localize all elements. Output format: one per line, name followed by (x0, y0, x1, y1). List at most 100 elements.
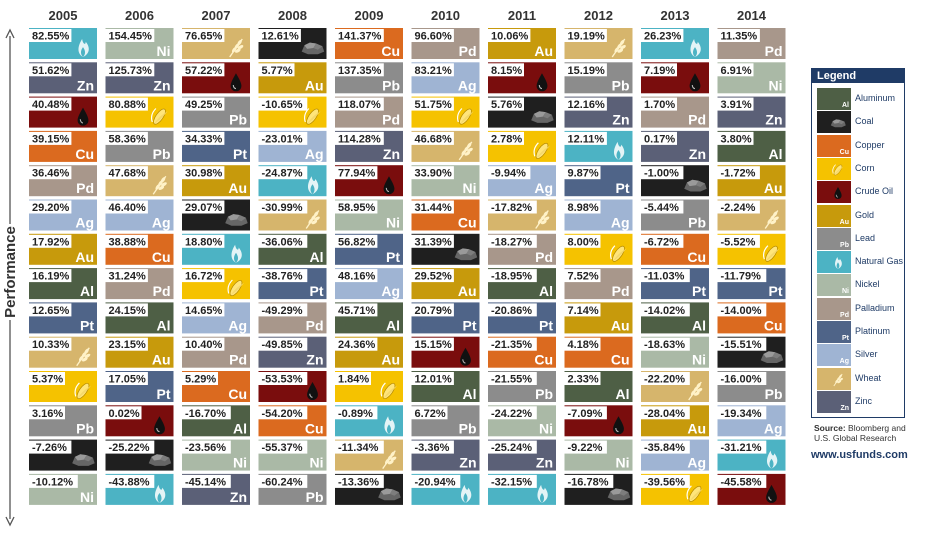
tile-value: -16.70% (185, 408, 226, 420)
tile-2007-aluminum: -16.70% Al (182, 405, 250, 437)
value-badge (564, 372, 601, 385)
tile-value: -7.09% (568, 408, 603, 420)
tile-2006-zinc: 125.73%Zn (105, 62, 174, 94)
value-badge (488, 200, 537, 214)
tile-value: 154.45% (109, 31, 153, 43)
tile-2008-copper: -54.20%Cu (258, 405, 327, 437)
tile-value: -1.72% (721, 168, 756, 180)
legend-label: Palladium (855, 302, 895, 313)
value-badge (641, 269, 690, 283)
value-badge (717, 29, 760, 42)
value-badge (564, 63, 607, 77)
value-badge (29, 406, 65, 420)
value-badge (411, 303, 454, 317)
value-badge (335, 372, 371, 385)
tile-value: 96.60% (415, 31, 453, 43)
tile-2008-wheat: -30.99% (258, 199, 327, 231)
tile-value: 1.70% (644, 99, 675, 111)
tile-2008-aluminum: -36.06% Al (258, 233, 327, 265)
value-badge (717, 337, 767, 351)
tile-value: 23.15% (109, 339, 147, 351)
tile-value: 141.37% (338, 31, 382, 43)
legend-label: Wheat (855, 372, 882, 383)
value-badge (105, 406, 142, 420)
tile-2010-platinum: 20.79% Pt (411, 302, 480, 334)
value-badge (641, 406, 690, 420)
tile-symbol: Pd (229, 352, 247, 368)
tile-2009-palladium: 118.07%Pd (335, 96, 403, 128)
legend-label: Platinum (855, 326, 891, 336)
tile-value: 5.77% (262, 65, 293, 77)
tile-2007-platinum: 34.33% Pt (182, 130, 250, 162)
axis-arrow-down (5, 516, 15, 527)
tile-2007-nickel: -23.56% Ni (182, 439, 250, 471)
value-badge (717, 303, 767, 317)
legend-label: Natural Gas (855, 256, 904, 267)
value-badge (182, 166, 225, 180)
value-badge (641, 131, 677, 145)
tile-symbol: Ni (233, 455, 247, 471)
tile-2013-coal: -1.00% (641, 165, 709, 197)
tile-symbol: Al (386, 317, 400, 333)
axis-label-performance: Performance (2, 226, 19, 318)
tile-symbol: Al (463, 386, 477, 402)
tile-symbol: Ni (539, 420, 553, 436)
tile-value: 137.35% (338, 65, 382, 77)
value-badge (29, 29, 72, 42)
tile-symbol: Au (764, 180, 783, 196)
tile-value: 19.19% (568, 31, 606, 43)
tile-value: 2.33% (568, 374, 599, 386)
value-badge (258, 166, 308, 180)
tile-value: 3.91% (721, 99, 752, 111)
tile-2007-crude-oil: 57.22% (182, 62, 250, 94)
tile-value: -6.72% (644, 236, 679, 248)
value-badge (105, 372, 148, 385)
tile-value: 46.68% (415, 133, 453, 145)
tile-value: 15.15% (415, 339, 453, 351)
tile-value: 5.29% (185, 374, 216, 386)
value-badge (105, 97, 148, 111)
value-badge (29, 440, 72, 454)
tile-symbol: Pd (153, 283, 171, 299)
value-badge (564, 406, 607, 420)
tile-2012-crude-oil: -7.09% (564, 405, 633, 437)
tile-value: 24.15% (109, 305, 147, 317)
tile-value: -31.21% (721, 442, 762, 454)
tile-2013-wheat: -22.20% (641, 371, 709, 402)
tile-value: 15.19% (568, 65, 606, 77)
tile-value: 6.72% (415, 408, 446, 420)
tile-value: 29.52% (415, 271, 453, 283)
value-badge (488, 97, 524, 111)
value-badge (105, 200, 148, 214)
tile-2006-gold: 23.15% Au (105, 336, 174, 368)
tile-2013-aluminum: -14.02% Al (641, 302, 709, 334)
legend-swatch: Ag (817, 344, 851, 367)
tile-symbol: Pb (612, 77, 630, 93)
value-badge (411, 63, 454, 77)
tile-2010-crude-oil: 15.15% (411, 336, 480, 368)
tile-2010-aluminum: 12.01% Al (411, 371, 480, 402)
tile-symbol: Pt (539, 317, 553, 333)
value-badge (105, 474, 155, 488)
legend-swatch: Ni (817, 274, 851, 297)
tile-symbol: Au (75, 249, 94, 265)
tile-symbol: Al (769, 146, 783, 162)
tile-2008-lead: -60.24%Pb (258, 473, 327, 505)
tile-2013-natural-gas: 26.23% (641, 28, 709, 59)
tile-2007-lead: 49.25% Pb (182, 96, 250, 128)
value-badge (105, 440, 155, 454)
tile-2014-corn: -5.52% (717, 233, 786, 265)
tile-value: -38.76% (262, 271, 303, 283)
tile-2005-corn: 5.37% (29, 371, 97, 402)
tile-value: -45.14% (185, 476, 226, 488)
value-badge (488, 29, 531, 42)
year-header-2006: 2006 (125, 8, 154, 23)
value-badge (29, 97, 72, 111)
tile-value: -55.37% (262, 442, 303, 454)
tile-2009-lead: 137.35%Pb (335, 62, 403, 94)
legend-label: Zinc (855, 395, 873, 406)
value-badge (335, 474, 384, 488)
tile-symbol: Pt (463, 317, 477, 333)
tile-2009-wheat: -11.34% (335, 439, 403, 471)
tile-value: 17.05% (109, 374, 147, 386)
